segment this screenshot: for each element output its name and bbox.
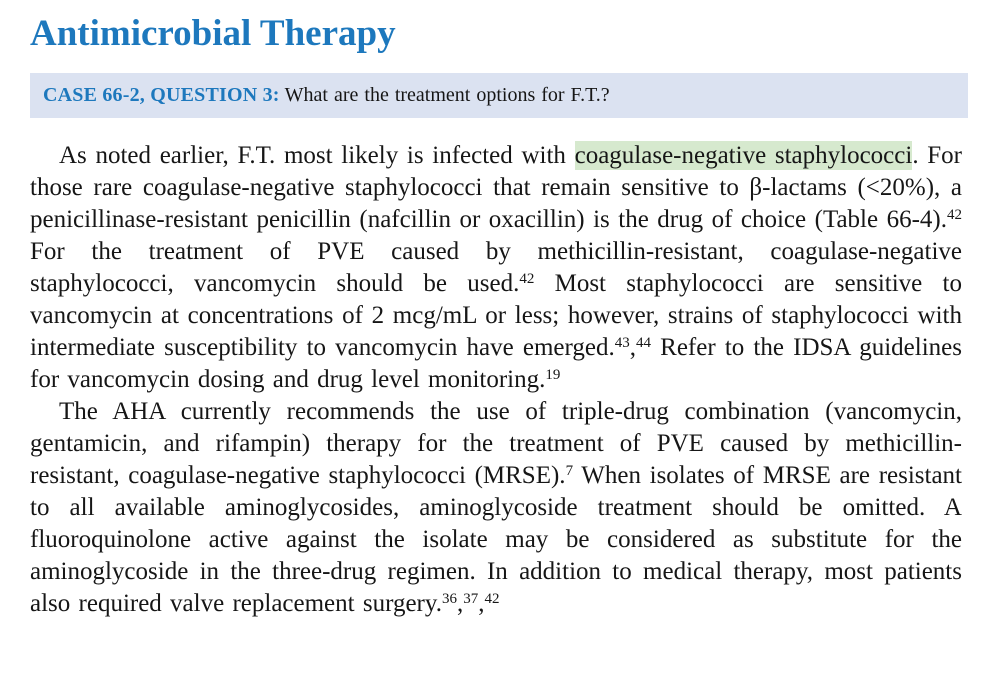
reference-superscript: 42 xyxy=(484,590,500,607)
body-text: As noted earlier, F.T. most likely is in… xyxy=(30,140,962,620)
reference-superscript: 44 xyxy=(635,334,651,351)
reference-superscript: 37 xyxy=(463,590,479,607)
text-run: , xyxy=(478,590,485,617)
page-title: Antimicrobial Therapy xyxy=(30,13,396,54)
case-label: CASE 66-2, QUESTION 3: xyxy=(43,84,280,106)
text-run: For the treatment of PVE caused by methi… xyxy=(30,238,962,297)
reference-superscript: 43 xyxy=(614,334,630,351)
highlighted-text: coagulase-negative staphylococci xyxy=(574,141,913,170)
reference-superscript: 42 xyxy=(947,206,962,223)
text-run: As noted earlier, F.T. most likely is in… xyxy=(59,142,575,169)
text-run: When isolates of MRSE are resistant to a… xyxy=(30,462,963,617)
text-run: The AHA currently recommends the use of … xyxy=(30,398,962,489)
text-run: . For those rare coagulase-negative stap… xyxy=(30,142,962,233)
text-run: , xyxy=(629,334,636,361)
reference-superscript: 19 xyxy=(545,366,561,383)
case-question-box: CASE 66-2, QUESTION 3: What are the trea… xyxy=(30,73,968,118)
reference-superscript: 36 xyxy=(442,590,457,607)
text-run: Most staphylococci are sensitive to vanc… xyxy=(30,270,962,361)
reference-superscript: 42 xyxy=(519,270,535,287)
paragraph: The AHA currently recommends the use of … xyxy=(30,396,962,620)
text-run: , xyxy=(457,590,464,617)
paragraph: As noted earlier, F.T. most likely is in… xyxy=(30,140,962,396)
reference-superscript: 7 xyxy=(565,462,574,479)
case-question: What are the treatment options for F.T.? xyxy=(284,84,610,106)
text-run: Refer to the IDSA guidelines for vancomy… xyxy=(30,334,962,393)
document-page: Antimicrobial Therapy CASE 66-2, QUESTIO… xyxy=(0,12,992,700)
